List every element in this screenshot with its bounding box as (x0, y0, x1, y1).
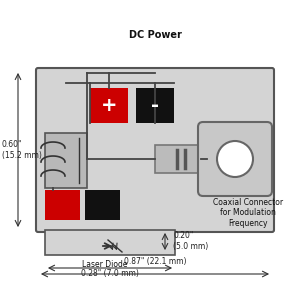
Text: 0.87" (22.1 mm): 0.87" (22.1 mm) (124, 257, 186, 266)
Circle shape (217, 141, 253, 177)
Bar (136, 88, 174, 123)
Text: Coaxial Connector
for Modulation
Frequency: Coaxial Connector for Modulation Frequen… (213, 198, 283, 228)
Text: -: - (151, 96, 159, 115)
Text: 0.28" (7.0 mm): 0.28" (7.0 mm) (81, 269, 139, 278)
FancyBboxPatch shape (198, 122, 272, 196)
Text: DC Power: DC Power (129, 30, 182, 40)
Text: 0.60"
(15.2 mm): 0.60" (15.2 mm) (2, 140, 42, 160)
Bar (85, 190, 120, 220)
Text: Laser Diode: Laser Diode (82, 260, 128, 269)
FancyBboxPatch shape (36, 68, 274, 232)
Text: +: + (101, 96, 117, 115)
Bar (45, 230, 175, 255)
Bar (45, 190, 80, 220)
Bar (45, 133, 87, 188)
Text: 0.20"
(5.0 mm): 0.20" (5.0 mm) (173, 231, 208, 251)
Bar (90, 88, 128, 123)
Bar (155, 145, 207, 173)
